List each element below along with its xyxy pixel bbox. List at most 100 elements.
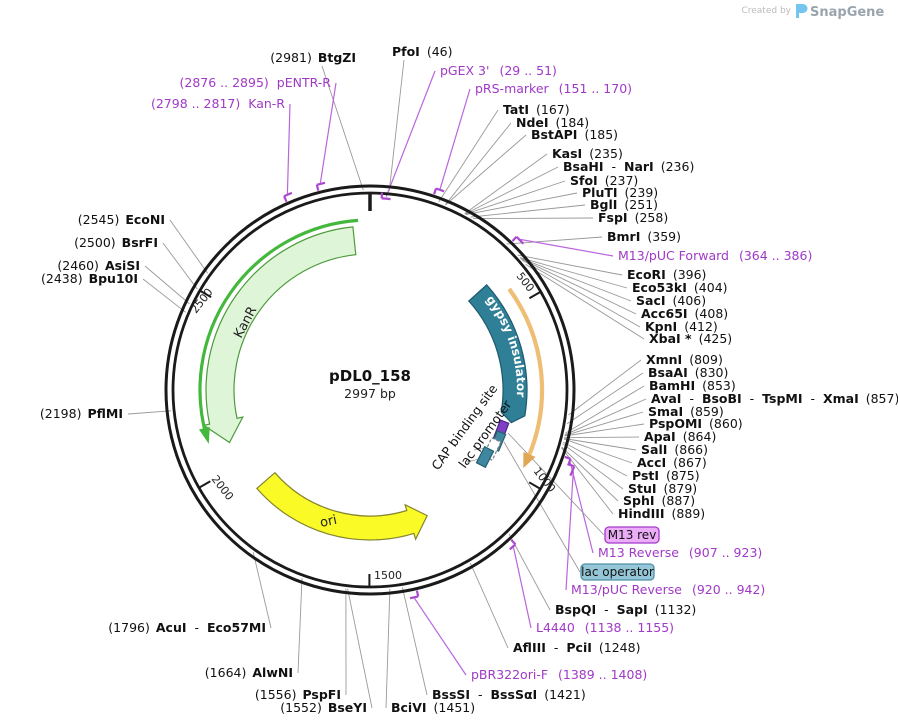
label-xmni[interactable]: XmnI (809) — [646, 352, 723, 367]
leader-eco53ki — [519, 257, 628, 289]
tick-label-2000: 2000 — [209, 473, 236, 503]
label-bsaai[interactable]: BsaAI (830) — [648, 365, 728, 380]
label-sali[interactable]: SalI (866) — [641, 442, 708, 457]
label-psti[interactable]: PstI (875) — [632, 468, 700, 483]
leader-alwni — [297, 578, 303, 674]
ori-label[interactable]: ori — [319, 513, 339, 531]
label-acui-eco57mi[interactable]: (1796) AcuI - Eco57MI — [108, 620, 266, 635]
label-bcivi[interactable]: BciVI (1451) — [391, 700, 475, 715]
leader-lac-operator-box — [503, 441, 581, 573]
label-econi[interactable]: (2545) EcoNI — [78, 212, 165, 227]
tick-500 — [528, 290, 542, 300]
label-l4440[interactable]: L4440 (1138 .. 1155) — [536, 620, 674, 635]
label-sphi[interactable]: SphI (887) — [623, 493, 695, 508]
label-bseyi[interactable]: (1552) BseYI — [280, 700, 367, 715]
label-xbai[interactable]: XbaI * (425) — [649, 331, 732, 346]
kanr-gene-arc[interactable] — [198, 218, 359, 438]
leader-smai — [564, 411, 644, 437]
label-bpu10i[interactable]: (2438) Bpu10I — [41, 271, 138, 286]
pbr322ori-f-mark — [409, 595, 419, 600]
label-tati[interactable]: TatI (167) — [503, 102, 570, 117]
label-prs-marker[interactable]: pRS-marker (151 .. 170) — [475, 81, 632, 96]
label-pspfi[interactable]: (1556) PspFI — [255, 687, 341, 702]
label-kpni[interactable]: KpnI (412) — [645, 319, 718, 334]
label-bamhi[interactable]: BamHI (853) — [649, 378, 736, 393]
kan-r-mark — [283, 191, 293, 198]
leader-l4440 — [512, 547, 532, 629]
label-bsssi[interactable]: BssSI - BssSαI (1421) — [432, 687, 586, 702]
label-pgex-3[interactable]: pGEX 3' (29 .. 51) — [440, 63, 557, 78]
m13-rev-box[interactable]: M13 rev — [604, 526, 660, 544]
label-btgzi[interactable]: (2981) BtgZI — [270, 50, 356, 65]
l4440-mark — [509, 543, 517, 551]
label-bgli[interactable]: BglI (251) — [590, 197, 658, 212]
label-m13-puc-reverse[interactable]: M13/pUC Reverse (920 .. 942) — [571, 582, 765, 597]
leader-kasi — [464, 153, 548, 215]
label-bstapi[interactable]: BstAPI (185) — [531, 127, 618, 142]
leader-bsrfi — [162, 242, 198, 290]
leader-bspqi-sapi — [508, 533, 551, 611]
primer-marks — [283, 181, 576, 600]
label-apai[interactable]: ApaI (864) — [644, 429, 716, 444]
leader-pflmi — [127, 410, 172, 415]
m13-reverse-mark-tick — [564, 455, 571, 460]
label-alwni[interactable]: (1664) AlwNI — [205, 665, 293, 680]
label-m13-reverse[interactable]: M13 Reverse (907 .. 923) — [598, 545, 762, 560]
ori-arrow[interactable] — [255, 471, 429, 541]
prs-marker-mark-tick — [433, 188, 438, 195]
leader-saci — [520, 257, 632, 302]
leader-fspi — [472, 217, 594, 220]
label-pluti[interactable]: PluTI (239) — [582, 185, 658, 200]
label-saci[interactable]: SacI (406) — [636, 293, 706, 308]
label-ndei[interactable]: NdeI (184) — [516, 115, 589, 130]
label-m13-puc-forward[interactable]: M13/pUC Forward (364 .. 386) — [618, 248, 812, 263]
label-pentr-r[interactable]: (2876 .. 2895) pENTR-R — [180, 75, 332, 90]
leader-xmni — [568, 359, 642, 416]
label-pbr322ori-f[interactable]: pBR322ori-F (1389 .. 1408) — [471, 667, 647, 682]
cap-binding-site-feature[interactable] — [475, 445, 495, 469]
leader-sphi — [561, 446, 619, 502]
label-acc65i[interactable]: Acc65I (408) — [641, 306, 728, 321]
label-sfoi[interactable]: SfoI (237) — [570, 173, 638, 188]
label-pspomi[interactable]: PspOMI (860) — [649, 416, 743, 431]
orange-feature-arc[interactable] — [507, 287, 545, 457]
label-smai[interactable]: SmaI (859) — [648, 404, 724, 419]
leader-pspomi — [564, 423, 645, 437]
svg-text:M13 rev: M13 rev — [608, 528, 657, 542]
label-bmri[interactable]: BmrI (359) — [607, 229, 681, 244]
label-hindiii[interactable]: HindIII (889) — [618, 506, 705, 521]
pentr-r-mark-tick — [315, 184, 320, 191]
label-eco53ki[interactable]: Eco53kI (404) — [632, 280, 728, 295]
label-fspi[interactable]: FspI (258) — [598, 210, 668, 225]
label-ecori[interactable]: EcoRI (396) — [627, 267, 706, 282]
label-stui[interactable]: StuI (879) — [628, 481, 697, 496]
label-bsahi-nari[interactable]: BsaHI - NarI (236) — [563, 159, 694, 174]
label-afliii-pcii[interactable]: AflIII - PciI (1248) — [513, 640, 640, 655]
leader-psti — [562, 441, 628, 477]
gypsy-insulator-arrow[interactable] — [467, 284, 528, 424]
plasmid-name: pDL0_158 — [329, 367, 411, 385]
leader-bseyi — [347, 588, 373, 709]
label-asisi[interactable]: (2460) AsiSI — [57, 258, 140, 273]
label-bspqi-sapi[interactable]: BspQI - SapI (1132) — [555, 602, 696, 617]
leader-pbr322ori-f — [414, 597, 467, 676]
leader-m13-puc-forward — [520, 238, 614, 257]
label-kasi[interactable]: KasI (235) — [552, 146, 623, 161]
lac-operator-box[interactable]: lac operator — [580, 563, 655, 581]
leader-bcivi — [385, 588, 391, 709]
pbr322ori-f-mark-tick — [415, 590, 420, 597]
label-avai-bsobi-tspmi-xmai[interactable]: AvaI - BsoBI - TspMI - XmaI (857) — [651, 391, 898, 406]
leader-acc65i — [520, 258, 637, 315]
label-pflmi[interactable]: (2198) PflMI — [40, 406, 123, 421]
leader-pfoi — [388, 59, 405, 191]
l4440-mark-tick — [510, 539, 517, 546]
m13-puc-reverse-mark-tick — [568, 463, 575, 468]
label-acci[interactable]: AccI (867) — [637, 455, 707, 470]
label-kan-r[interactable]: (2798 .. 2817) Kan-R — [151, 96, 285, 111]
kanr-arrow[interactable] — [202, 226, 357, 444]
leader-prs-marker — [439, 88, 471, 190]
tick-label-500: 500 — [514, 270, 537, 295]
label-pfoi[interactable]: PfoI (46) — [392, 44, 453, 59]
label-bsrfi[interactable]: (2500) BsrFI — [74, 235, 158, 250]
